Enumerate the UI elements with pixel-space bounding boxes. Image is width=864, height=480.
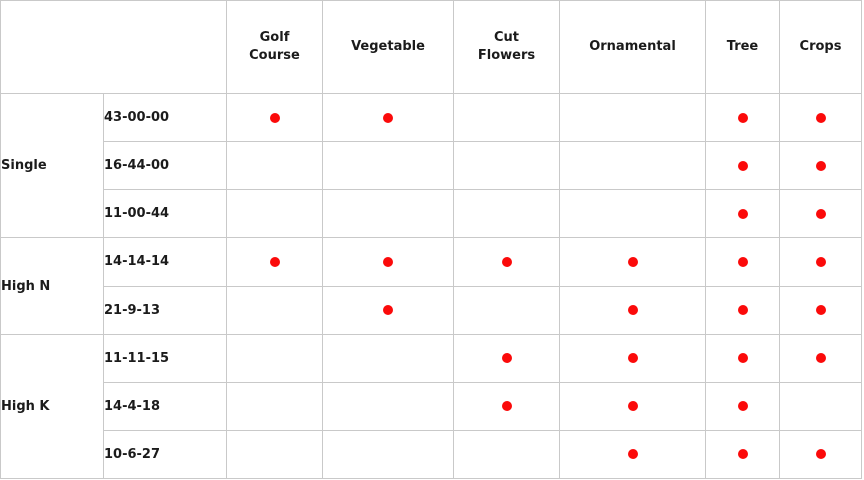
dot-cell	[705, 141, 780, 191]
formula-cell: 21-9-13	[103, 285, 227, 335]
table-row: Single 43-00-00	[0, 92, 862, 239]
dot-cell	[453, 381, 560, 431]
dot-cell	[322, 237, 454, 287]
table-row: 11-00-44	[1, 189, 862, 239]
row-group-high-k: High K	[0, 333, 104, 480]
table-row: 16-44-00	[1, 141, 862, 191]
formula-cell: 43-00-00	[103, 92, 227, 143]
dot-cell	[226, 429, 323, 480]
dot-cell	[226, 141, 323, 191]
column-header-label: Ornamental	[589, 39, 676, 55]
formula-cell: 11-11-15	[103, 333, 227, 383]
column-header-ornamental: Ornamental	[559, 0, 706, 94]
dot-cell	[559, 429, 706, 480]
dot-cell	[322, 333, 454, 383]
formula-cell: 14-4-18	[103, 381, 227, 431]
dot-cell	[322, 285, 454, 335]
formula-cell: 10-6-27	[103, 429, 227, 480]
dot-cell	[453, 333, 560, 383]
dot-cell	[453, 285, 560, 335]
table-row: 10-6-27	[1, 429, 862, 480]
dot-cell	[559, 237, 706, 287]
dot-cell	[322, 92, 454, 143]
column-header-label: Golf Course	[249, 30, 300, 63]
formula-cell: 16-44-00	[103, 141, 227, 191]
dot-cell	[559, 141, 706, 191]
dot-cell	[559, 92, 706, 143]
dot-cell	[705, 237, 780, 287]
dot-cell	[705, 285, 780, 335]
dot-cell	[779, 381, 862, 431]
column-header-crops: Crops	[779, 0, 862, 94]
dot-cell	[226, 333, 323, 383]
dot-cell	[705, 189, 780, 239]
dot-cell	[322, 429, 454, 480]
dot-cell	[322, 141, 454, 191]
column-header-golf-course: Golf Course	[226, 0, 323, 94]
dot-cell	[779, 285, 862, 335]
column-header-tree: Tree	[705, 0, 780, 94]
formula-cell: 14-14-14	[103, 237, 227, 287]
column-header-vegetable: Vegetable	[322, 0, 454, 94]
row-group-high-n: High N	[0, 237, 104, 335]
dot-cell	[779, 141, 862, 191]
corner-cell	[0, 0, 227, 94]
dot-cell	[453, 189, 560, 239]
dot-cell	[705, 333, 780, 383]
dot-cell	[226, 285, 323, 335]
dot-cell	[559, 285, 706, 335]
dot-cell	[779, 189, 862, 239]
dot-cell	[559, 333, 706, 383]
dot-cell	[453, 429, 560, 480]
dot-cell	[779, 333, 862, 383]
row-group-single: Single	[0, 92, 104, 239]
dot-cell	[705, 381, 780, 431]
dot-cell	[226, 381, 323, 431]
dot-cell	[453, 141, 560, 191]
column-header-label: Cut Flowers	[477, 30, 536, 63]
column-header-label: Tree	[726, 39, 759, 55]
dot-cell	[559, 381, 706, 431]
table-row: 21-9-13	[1, 285, 862, 335]
dot-cell	[226, 92, 323, 143]
dot-cell	[779, 237, 862, 287]
formula-cell: 11-00-44	[103, 189, 227, 239]
dot-cell	[779, 92, 862, 143]
column-header-cut-flowers: Cut Flowers	[453, 0, 560, 94]
dot-cell	[226, 189, 323, 239]
dot-cell	[705, 429, 780, 480]
dot-cell	[453, 237, 560, 287]
dot-cell	[779, 429, 862, 480]
dot-cell	[559, 189, 706, 239]
table-row: High N 14-14-14	[0, 237, 862, 335]
table-row: 14-4-18	[1, 381, 862, 431]
dot-cell	[322, 189, 454, 239]
dot-cell	[226, 237, 323, 287]
table-row: High K 11-11-15	[0, 333, 862, 480]
column-header-label: Crops	[799, 39, 842, 55]
header-row: Golf Course Vegetable Cut Flowers Orname…	[0, 0, 862, 94]
dot-cell	[453, 92, 560, 143]
dot-cell	[322, 381, 454, 431]
dot-cell	[705, 92, 780, 143]
column-header-label: Vegetable	[351, 39, 425, 55]
